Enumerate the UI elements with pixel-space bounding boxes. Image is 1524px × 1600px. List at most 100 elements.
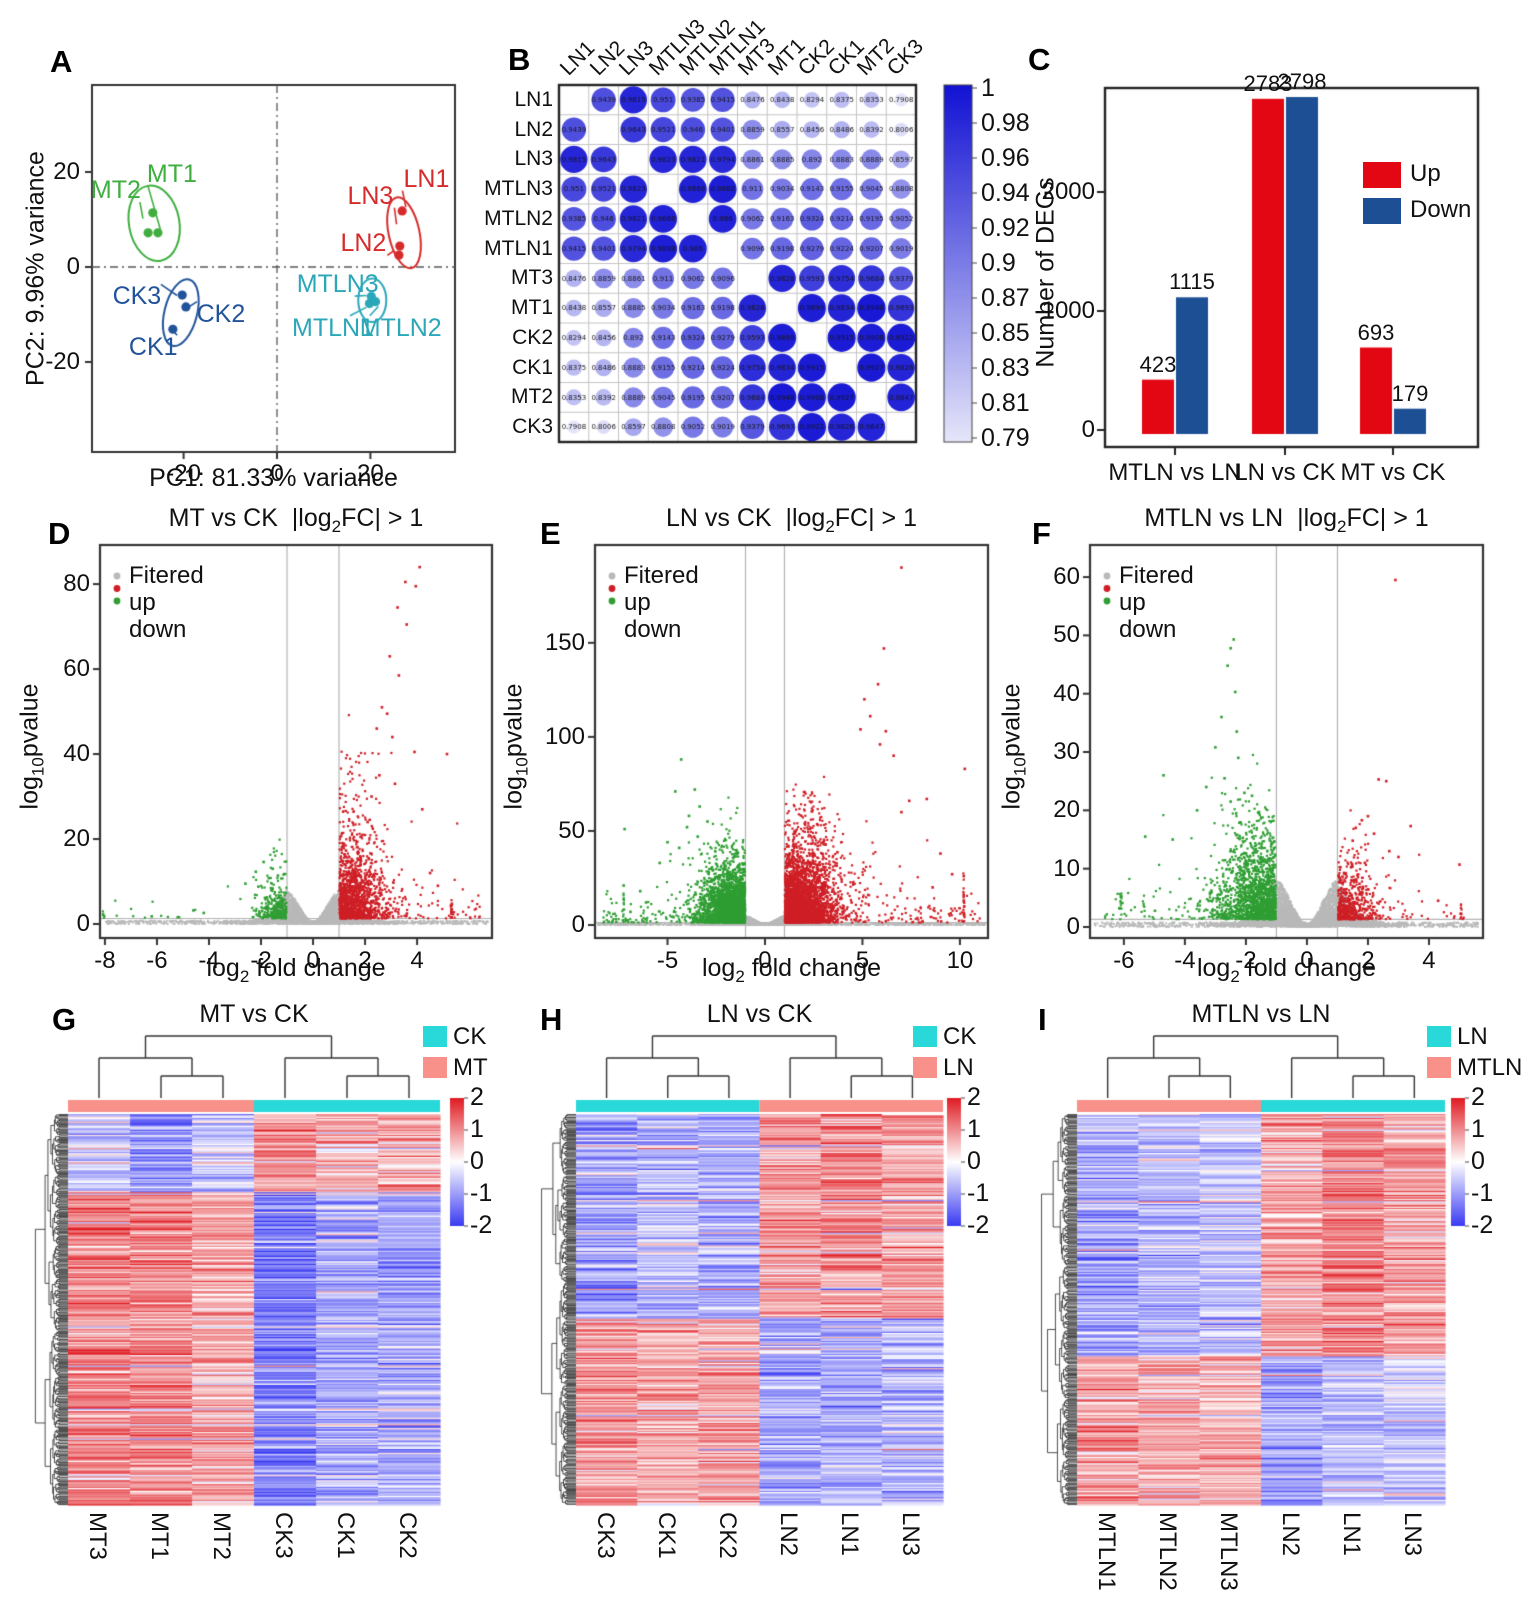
bar-legend-up-swatch — [1363, 162, 1401, 188]
heatmap-legend-swatch — [423, 1057, 447, 1078]
volcano-ytick: 40 — [63, 740, 90, 768]
volcano-d-xlabel-sub: 2 — [239, 966, 250, 986]
corr-colorbar-tick: 0.92 — [981, 214, 1030, 242]
corr-row-label: MTLN1 — [484, 236, 553, 260]
pca-point-label: LN1 — [403, 164, 450, 193]
heatmap-legend-swatch — [423, 1026, 447, 1047]
volcano-ytick: 100 — [544, 722, 585, 750]
heatmap-colorbar-tick: 1 — [967, 1115, 981, 1143]
volcano-xtick: 2 — [358, 947, 372, 974]
volcano-legend-label: up — [1119, 589, 1146, 616]
heatmap-colorbar-tick: 1 — [470, 1115, 484, 1143]
heatmap-legend-label: MT — [453, 1054, 488, 1081]
volcano-f-xlabel-pre: log — [1196, 954, 1231, 982]
volcano-xtick: 5 — [855, 947, 870, 974]
volcano-f-title: MTLN vs LN |log2FC| > 1 — [1090, 504, 1483, 537]
pca-ytick: -20 — [45, 348, 80, 375]
bar-legend-up-label: Up — [1410, 160, 1441, 187]
volcano-ytick: 30 — [1053, 738, 1080, 766]
volcano-xtick: 10 — [946, 947, 974, 974]
pca-xtick: 0 — [270, 460, 284, 487]
heatmap-legend-label: LN — [1457, 1023, 1488, 1050]
heatmap-column-label: MT3 — [84, 1512, 111, 1560]
volcano-legend-label: down — [1119, 616, 1177, 643]
volcano-ytick: 0 — [76, 910, 90, 938]
volcano-e-title-post: FC| > 1 — [834, 504, 917, 532]
bar-category-label: MT vs CK — [1340, 459, 1446, 486]
pca-xlabel: PC1: 81.33% variance — [149, 464, 398, 492]
heatmap-column-label: CK1 — [332, 1512, 359, 1559]
volcano-legend-label: Fitered — [624, 562, 699, 589]
heatmap-column-label: LN3 — [1399, 1512, 1427, 1557]
corr-row-label: CK1 — [512, 355, 553, 379]
bar-category-label: LN vs CK — [1234, 459, 1336, 486]
pca-point-label: LN3 — [347, 181, 394, 210]
heatmap-colorbar-tick: 0 — [470, 1147, 484, 1175]
pca-point-label: CK3 — [112, 282, 162, 311]
pca-point-label: MT2 — [90, 176, 141, 205]
corr-colorbar-tick: 0.85 — [981, 319, 1030, 347]
corr-colorbar-tick: 0.87 — [981, 284, 1030, 312]
corr-colorbar-tick: 1 — [981, 74, 995, 102]
bar-value-label: 1115 — [1169, 269, 1215, 295]
volcano-xtick: -2 — [250, 947, 272, 974]
panel-c-letter: C — [1028, 42, 1051, 77]
volcano-f-xlabel: log2 fold change — [1090, 954, 1483, 987]
volcano-xtick: 4 — [1422, 947, 1436, 974]
heatmap-colorbar-tick: -1 — [967, 1179, 990, 1207]
volcano-legend-label: down — [624, 616, 682, 643]
volcano-xtick: 0 — [758, 947, 772, 974]
heatmap-column-label: MT2 — [208, 1512, 235, 1560]
heatmap-h-title: LN vs CK — [706, 1000, 813, 1028]
panel-h-letter: H — [540, 1002, 563, 1037]
heatmap-column-label: CK3 — [270, 1512, 297, 1559]
heatmap-column-label: MT1 — [146, 1512, 173, 1560]
volcano-d-xlabel-post: fold change — [249, 954, 386, 982]
heatmap-colorbar-tick: 2 — [1471, 1083, 1485, 1111]
heatmap-column-label: CK2 — [713, 1512, 741, 1559]
corr-row-label: LN3 — [514, 147, 553, 171]
bar-ytick: 2000 — [1041, 178, 1095, 205]
volcano-xtick: 0 — [1300, 947, 1314, 974]
corr-row-label: MT1 — [511, 296, 553, 320]
volcano-legend-label: down — [129, 616, 187, 643]
heatmap-column-label: MTLN3 — [1215, 1512, 1243, 1591]
volcano-xtick: 4 — [410, 947, 424, 974]
heatmap-colorbar-tick: 0 — [967, 1147, 981, 1175]
volcano-e-xlabel: log2 fold change — [595, 954, 988, 987]
panel-b-letter: B — [508, 42, 531, 77]
corr-row-label: MTLN2 — [484, 206, 553, 230]
volcano-f-title-post: FC| > 1 — [1346, 504, 1429, 532]
bar-ytick: 1000 — [1041, 297, 1095, 324]
heatmap-column-label: MTLN1 — [1092, 1512, 1120, 1591]
heatmap-legend-label: MTLN — [1457, 1054, 1523, 1081]
pca-xtick: -20 — [166, 460, 201, 487]
heatmap-colorbar-tick: -2 — [967, 1211, 990, 1239]
heatmap-colorbar-tick: 1 — [1471, 1115, 1485, 1143]
volcano-ytick: 50 — [1053, 621, 1080, 649]
heatmap-colorbar-tick: -2 — [470, 1211, 493, 1239]
bar-ytick: 0 — [1081, 416, 1095, 443]
pca-point-label: LN2 — [340, 229, 387, 258]
bar-category-label: MTLN vs LN — [1108, 459, 1242, 486]
heatmap-colorbar-tick: -2 — [1471, 1211, 1494, 1239]
corr-row-label: CK3 — [512, 415, 553, 439]
corr-row-label: LN1 — [514, 87, 553, 111]
volcano-legend-label: Fitered — [129, 562, 204, 589]
volcano-xtick: -6 — [1113, 947, 1135, 974]
volcano-legend-label: up — [129, 589, 156, 616]
volcano-ytick: 80 — [63, 570, 90, 598]
volcano-e-ylabel-pre: log — [499, 776, 528, 810]
heatmap-colorbar-tick: -1 — [470, 1179, 493, 1207]
corr-row-label: LN2 — [514, 117, 553, 141]
heatmap-column-label: LN2 — [1276, 1512, 1304, 1557]
volcano-f-title-pre: MTLN vs LN |log — [1144, 504, 1337, 532]
bar-value-label: 693 — [1357, 319, 1395, 345]
corr-colorbar-tick: 0.83 — [981, 354, 1030, 382]
heatmap-legend-label: LN — [943, 1054, 974, 1081]
volcano-d-title-post: FC| > 1 — [341, 504, 424, 532]
heatmap-legend-swatch — [1427, 1026, 1451, 1047]
heatmap-colorbar-tick: 0 — [1471, 1147, 1485, 1175]
volcano-ytick: 60 — [1053, 563, 1080, 591]
heatmap-legend-label: CK — [453, 1023, 487, 1050]
